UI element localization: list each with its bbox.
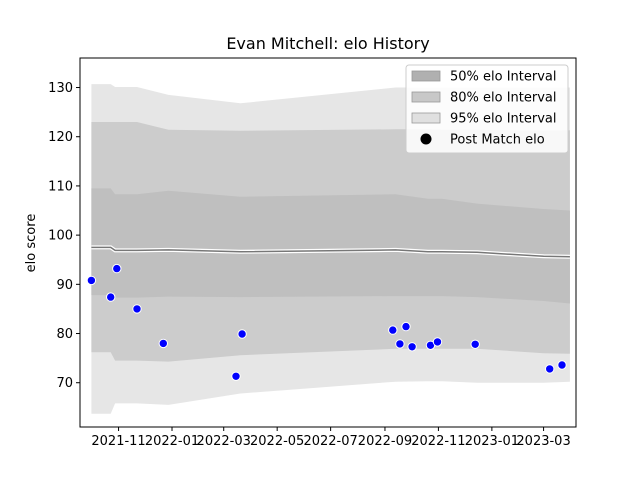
y-axis-label: elo score	[24, 214, 39, 273]
y-tick-label: 100	[48, 229, 73, 244]
x-tick-label: 2023-01	[465, 434, 519, 449]
y-tick-label: 90	[56, 278, 73, 293]
post-match-point	[401, 321, 411, 332]
y-tick-label: 130	[48, 81, 73, 96]
legend-box	[405, 64, 569, 154]
x-tick-label: 2022-01	[145, 434, 199, 449]
legend-marker	[420, 133, 432, 145]
x-tick-label: 2022-11	[411, 434, 465, 449]
band-50-interval	[91, 188, 570, 304]
plot-frame	[79, 57, 577, 428]
x-tick-label: 2022-05	[250, 434, 304, 449]
post-match-point	[231, 371, 241, 381]
post-match-point	[132, 304, 142, 314]
legend-swatch	[411, 70, 441, 82]
x-tick-label: 2022-07	[303, 434, 357, 449]
legend-swatch	[411, 91, 441, 103]
x-tick-label: 2022-03	[197, 434, 251, 449]
legend-label: 50% elo Interval	[450, 70, 557, 85]
x-tick-label: 2023-03	[516, 434, 570, 449]
mean-line	[91, 246, 570, 258]
x-tick-label: 2021-11	[91, 434, 145, 449]
x-tick-label: 2022-09	[358, 434, 412, 449]
post-match-point	[432, 337, 443, 347]
chart-title: Evan Mitchell: elo History	[226, 34, 429, 53]
legend-label: 95% elo Interval	[450, 112, 557, 127]
legend: 50% elo Interval 80% elo Interval 95% elo …	[405, 64, 569, 154]
post-match-point	[112, 263, 122, 274]
post-match-point	[237, 329, 247, 339]
post-match-point	[407, 342, 417, 352]
plot-area	[86, 84, 570, 414]
legend-label: Post Match elo	[450, 133, 545, 148]
y-tick-label: 70	[56, 376, 73, 391]
y-tick-label: 120	[48, 130, 73, 145]
y-tick-label: 110	[48, 179, 73, 194]
post-match-point	[470, 339, 480, 349]
y-tick-label: 80	[56, 327, 73, 342]
legend-label: 80% elo Interval	[450, 91, 557, 106]
y-axis: 70 80 90 100 110 120 130	[48, 81, 80, 391]
post-match-point	[395, 339, 405, 349]
post-match-point	[545, 364, 555, 374]
legend-swatch	[411, 112, 441, 124]
post-match-point	[86, 275, 97, 286]
post-match-point	[158, 338, 169, 349]
post-match-point	[557, 360, 567, 370]
post-match-point	[106, 292, 116, 302]
post-match-point	[388, 325, 398, 335]
